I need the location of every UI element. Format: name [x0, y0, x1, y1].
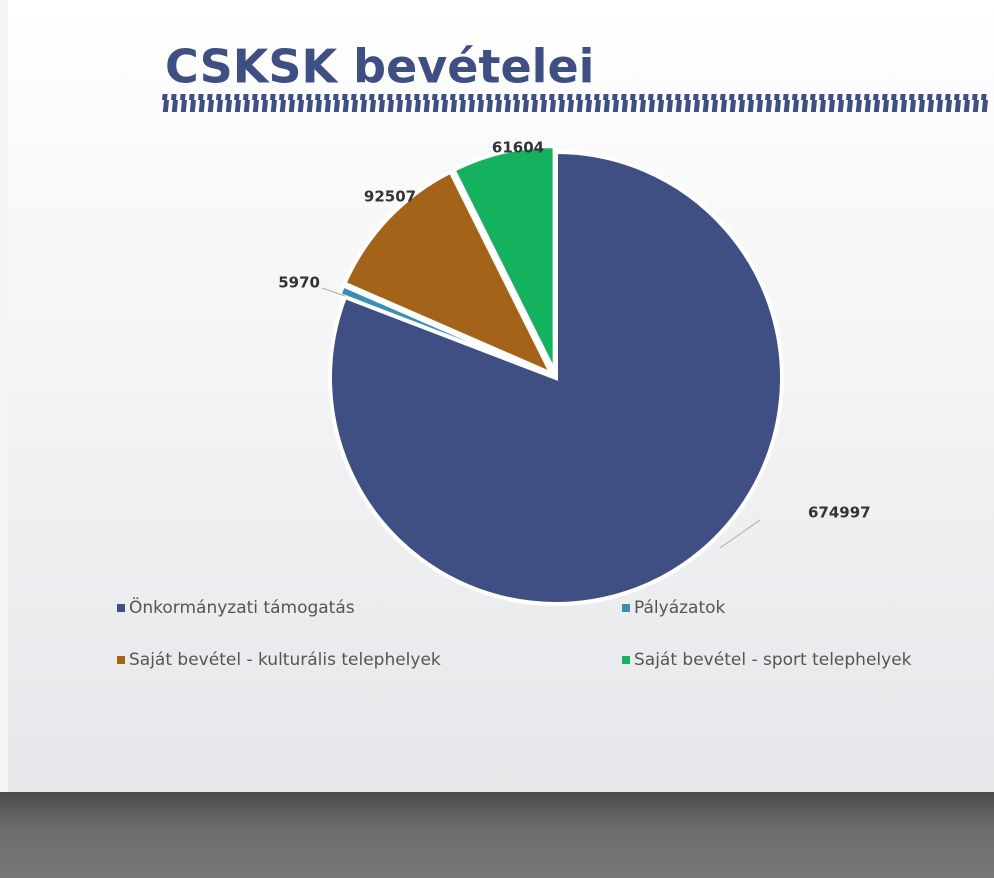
legend-swatch — [622, 604, 630, 612]
data-label: 92507 — [364, 188, 416, 206]
pie-slice — [341, 169, 556, 378]
leader-line — [719, 519, 761, 549]
data-label: 674997 — [808, 504, 871, 522]
pie-slice — [336, 282, 552, 378]
floor — [0, 792, 994, 878]
leader-line — [321, 287, 346, 297]
legend-swatch — [117, 656, 125, 664]
pie-slice — [328, 149, 784, 606]
legend-swatch — [622, 656, 630, 664]
legend-swatch — [117, 604, 125, 612]
legend-label: Saját bevétel - kulturális telephelyek — [129, 650, 441, 670]
pie-slice — [450, 144, 557, 374]
title-underline — [160, 94, 988, 112]
legend-label: Önkormányzati támogatás — [129, 596, 355, 618]
data-label: 61604 — [492, 139, 544, 157]
legend-label: Pályázatok — [634, 598, 726, 618]
title: CSKSK bevételei — [165, 40, 594, 94]
edge — [0, 0, 8, 792]
legend-label: Saját bevétel - sport telephelyek — [634, 650, 912, 670]
data-label: 5970 — [278, 274, 320, 292]
